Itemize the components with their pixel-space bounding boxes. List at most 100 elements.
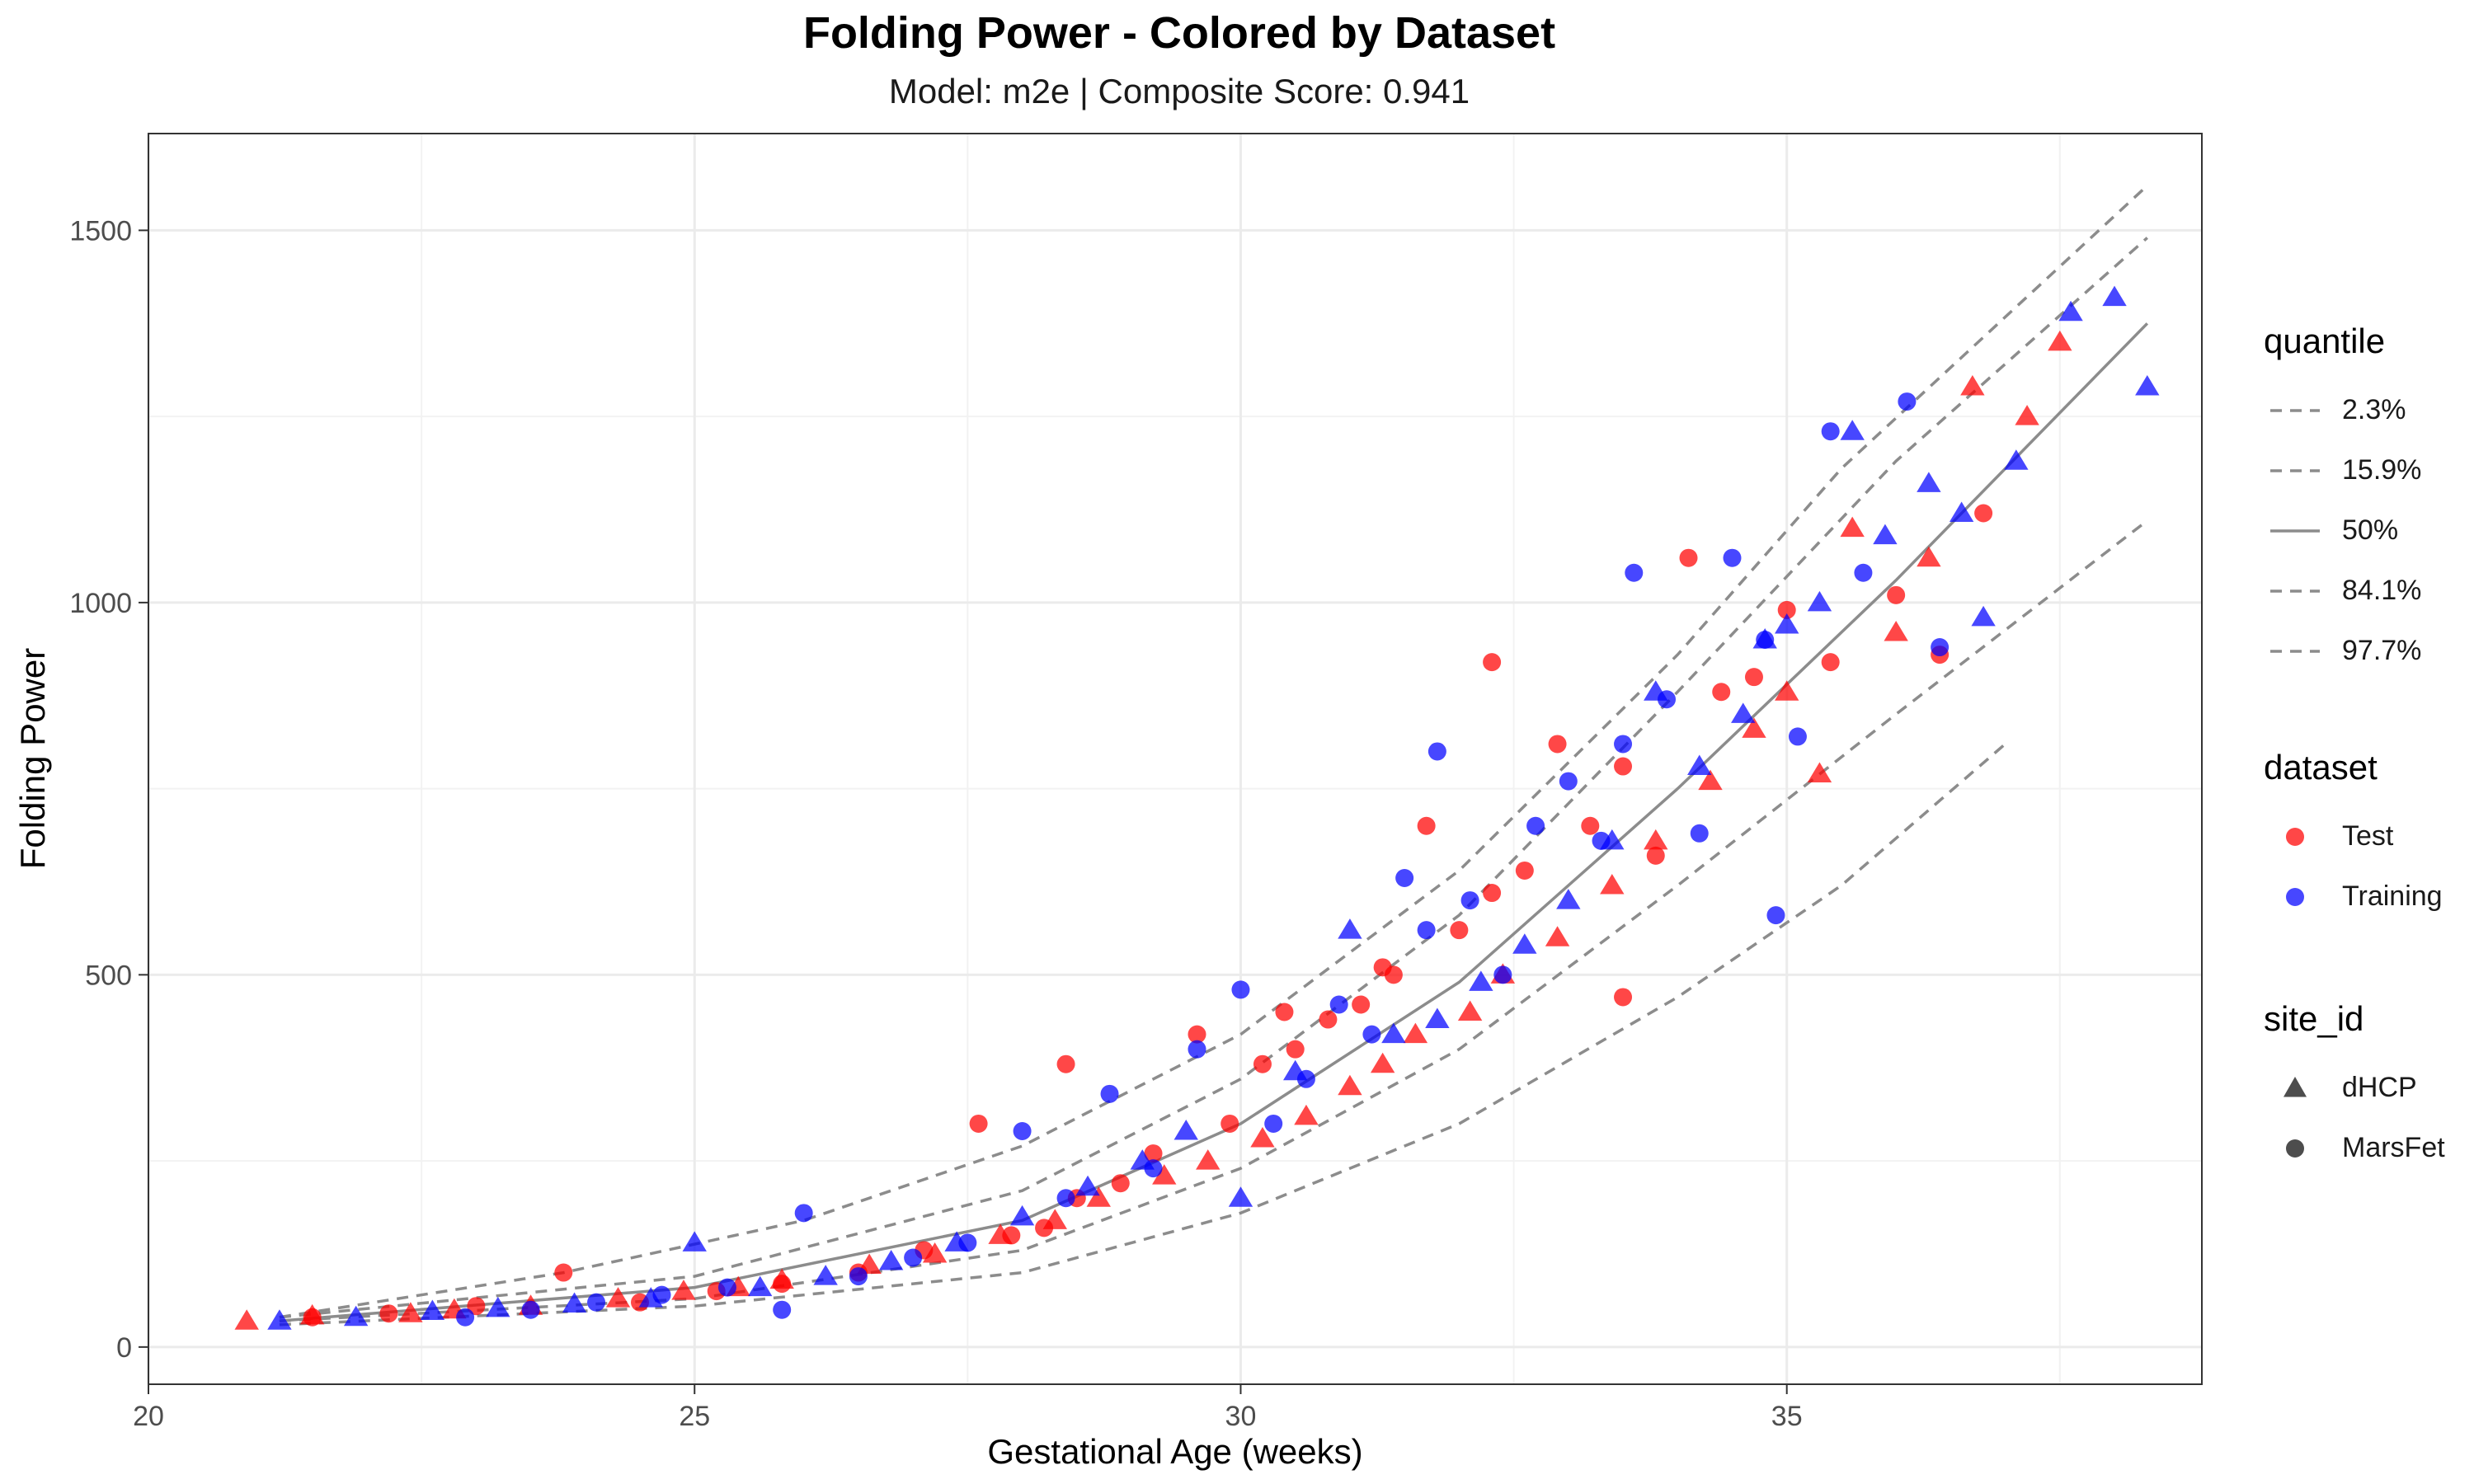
point-training-dhcp [1338, 918, 1362, 939]
point-training-dhcp [486, 1296, 510, 1317]
point-training-marsfet [1614, 735, 1633, 754]
point-training-marsfet [1056, 1189, 1075, 1208]
quantile-curve-50% [279, 322, 2149, 1322]
point-test-marsfet [1188, 1025, 1206, 1044]
point-training-marsfet [1723, 548, 1742, 567]
point-training-marsfet [1188, 1040, 1206, 1059]
point-training-marsfet [1592, 831, 1611, 850]
point-training-dhcp [267, 1309, 292, 1330]
point-test-marsfet [1614, 988, 1633, 1007]
quantile-curve-15.9% [279, 519, 2148, 1322]
point-test-dhcp [1775, 680, 1799, 701]
point-training-marsfet [1427, 742, 1446, 761]
point-test-marsfet [1483, 653, 1502, 672]
point-training-marsfet [773, 1300, 792, 1319]
point-training-marsfet [1931, 638, 1950, 657]
point-test-dhcp [1196, 1149, 1221, 1170]
x-tick-label: 20 [133, 1401, 164, 1432]
point-test-marsfet [1002, 1226, 1021, 1245]
point-training-marsfet [1329, 995, 1348, 1014]
point-test-dhcp [1840, 516, 1865, 538]
y-tick-label: 1000 [69, 588, 132, 619]
point-test-marsfet [1056, 1054, 1075, 1073]
point-test-dhcp [2015, 405, 2039, 425]
legend-label: 84.1% [2342, 575, 2421, 606]
x-tick-label: 25 [679, 1401, 710, 1432]
point-training-marsfet [587, 1293, 606, 1312]
point-training-marsfet [1766, 906, 1785, 925]
point-training-dhcp [1971, 605, 1996, 627]
y-tick-label: 0 [116, 1332, 132, 1364]
point-test-dhcp [1545, 926, 1570, 946]
point-training-marsfet [1690, 824, 1709, 843]
point-test-marsfet [1352, 995, 1371, 1014]
point-training-dhcp [1687, 754, 1712, 776]
point-training-marsfet [1460, 891, 1479, 910]
point-training-dhcp [562, 1292, 587, 1313]
quantile-curve-2.3% [279, 743, 2006, 1327]
plot-border [148, 133, 2203, 1385]
quantile-curve-97.7% [279, 184, 2148, 1319]
point-test-marsfet [379, 1304, 398, 1323]
point-training-marsfet [1231, 980, 1250, 999]
y-tick-label: 500 [85, 960, 132, 991]
legend-label: 50% [2342, 514, 2398, 546]
point-test-dhcp [1644, 829, 1668, 850]
point-training-dhcp [1840, 420, 1865, 440]
point-training-dhcp [1775, 613, 1799, 634]
legend-label: Test [2342, 820, 2394, 852]
quantile-curves [279, 184, 2149, 1327]
point-training-dhcp [1873, 524, 1898, 545]
point-test-marsfet [1275, 1003, 1294, 1021]
point-training-dhcp [813, 1265, 838, 1285]
point-training-marsfet [794, 1204, 813, 1223]
point-test-marsfet [1373, 958, 1392, 977]
point-training-marsfet [652, 1285, 671, 1304]
point-training-dhcp [1917, 472, 1941, 492]
point-test-marsfet [1417, 816, 1436, 835]
point-test-marsfet [1887, 585, 1906, 604]
point-training-marsfet [1417, 921, 1436, 940]
point-test-dhcp [1600, 874, 1625, 895]
point-test-dhcp [1698, 769, 1723, 791]
legend-title-quantile: quantile [2264, 322, 2385, 360]
point-test-marsfet [1111, 1174, 1130, 1193]
point-test-marsfet [1450, 921, 1469, 940]
legend: quantile 2.3% 15.9% 50% 84.1% 97.7% dataset Tes… [2264, 322, 2445, 1163]
point-test-dhcp [605, 1287, 631, 1308]
point-test-dhcp [398, 1302, 423, 1322]
point-test-marsfet [1221, 1114, 1239, 1133]
point-training-dhcp [2102, 285, 2127, 307]
point-training-dhcp [343, 1305, 369, 1327]
y-axis-title: Folding Power [13, 648, 52, 869]
point-test-dhcp [1403, 1022, 1428, 1044]
point-test-marsfet [1286, 1040, 1305, 1059]
x-tick-label: 35 [1771, 1401, 1803, 1432]
point-training-marsfet [1362, 1025, 1381, 1044]
point-training-dhcp [1425, 1007, 1450, 1029]
point-test-dhcp [1807, 762, 1832, 783]
point-training-marsfet [1898, 392, 1917, 411]
axis-ticks: 20 25 30 35 0 500 1000 1500 [69, 215, 1802, 1432]
legend-key-triangle [2284, 1077, 2307, 1097]
point-training-dhcp [1807, 590, 1832, 612]
point-training-marsfet [1526, 816, 1545, 835]
point-training-marsfet [1788, 727, 1807, 746]
point-test-dhcp [1152, 1164, 1177, 1185]
data-points [234, 285, 2160, 1330]
point-training-dhcp [1469, 970, 1493, 991]
point-test-dhcp [1917, 546, 1941, 567]
point-test-marsfet [1483, 884, 1502, 903]
point-training-marsfet [1144, 1159, 1163, 1178]
point-training-marsfet [717, 1278, 736, 1297]
point-training-dhcp [1174, 1119, 1198, 1140]
point-training-dhcp [1381, 1022, 1406, 1044]
point-training-dhcp [2004, 449, 2029, 470]
x-tick-label: 30 [1225, 1401, 1257, 1432]
point-test-dhcp [1457, 1000, 1483, 1021]
point-test-dhcp [234, 1309, 259, 1330]
legend-label: Training [2342, 881, 2443, 912]
point-test-dhcp [1742, 717, 1766, 738]
point-test-marsfet [1253, 1054, 1272, 1073]
